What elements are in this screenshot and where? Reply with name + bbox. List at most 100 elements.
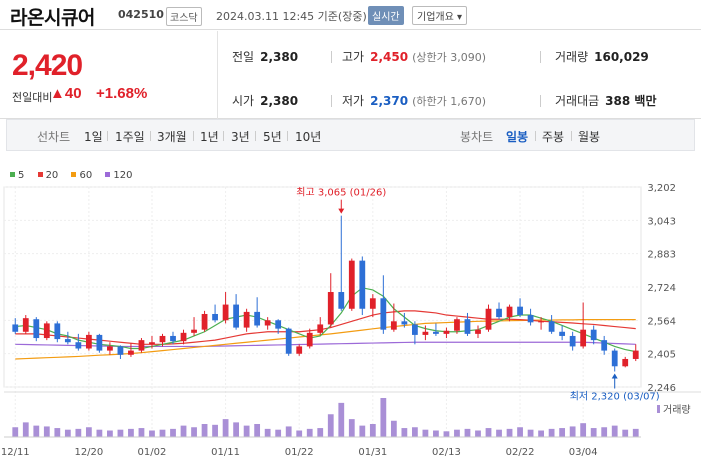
change-label: 전일대비 bbox=[12, 91, 53, 104]
divider bbox=[535, 131, 536, 141]
volume-bar bbox=[359, 425, 366, 437]
candle-body bbox=[369, 298, 376, 309]
volume-bar bbox=[454, 429, 460, 437]
ma60-swatch-icon bbox=[71, 172, 77, 177]
x-tick-label: 01/31 bbox=[358, 447, 387, 458]
candle-body bbox=[548, 321, 555, 332]
x-tick-label: 01/02 bbox=[138, 447, 167, 458]
change-amount: ▲40 bbox=[50, 85, 82, 102]
volume-bar bbox=[632, 428, 639, 437]
volume-bar bbox=[170, 428, 176, 437]
candle-body bbox=[433, 331, 439, 334]
period-5y[interactable]: 5년 bbox=[263, 130, 282, 144]
stock-name: 라온시큐어 bbox=[10, 7, 95, 29]
candle-body bbox=[380, 298, 387, 330]
legend-ma120: 120 bbox=[105, 170, 133, 181]
volume-bar bbox=[559, 428, 566, 437]
quote-summary: 2,420 전일대비 ▲40 +1.68% 전일 2,380 고가 2,450 (상한… bbox=[0, 31, 701, 119]
volume-bar bbox=[128, 428, 134, 437]
period-1y[interactable]: 1년 bbox=[200, 130, 219, 144]
candle-body bbox=[275, 320, 282, 329]
realtime-button[interactable]: 실시간 bbox=[368, 6, 404, 25]
up-arrow-icon: ▲ bbox=[50, 85, 65, 102]
candle-body bbox=[601, 340, 608, 351]
divider bbox=[331, 51, 332, 63]
candle-body bbox=[159, 335, 166, 343]
stock-code: 042510 bbox=[118, 8, 164, 21]
candlestick-chart[interactable]: 3,202 3,043 2,883 2,724 2,564 2,405 2,246 12/11… bbox=[0, 176, 701, 471]
candle-body bbox=[317, 324, 324, 333]
volume-bar bbox=[243, 425, 250, 437]
candle-body bbox=[222, 304, 229, 321]
period-3y[interactable]: 3년 bbox=[231, 130, 250, 144]
volume-bar bbox=[22, 422, 29, 437]
volume-bar bbox=[622, 429, 629, 437]
candle-body bbox=[527, 315, 534, 323]
candle-body bbox=[22, 318, 29, 332]
y-tick-label: 2,564 bbox=[647, 316, 676, 327]
x-tick-label: 01/22 bbox=[285, 447, 314, 458]
ma120-swatch-icon bbox=[105, 172, 111, 177]
candle-body bbox=[485, 308, 492, 330]
candle-body bbox=[464, 319, 471, 334]
y-tick-label: 2,246 bbox=[647, 383, 676, 394]
candle-body bbox=[359, 260, 366, 309]
volume-bar bbox=[527, 429, 534, 437]
volume-bar bbox=[506, 428, 513, 437]
candle-weekly[interactable]: 주봉 bbox=[542, 130, 565, 144]
period-1d[interactable]: 1일 bbox=[84, 130, 103, 144]
x-tick-label: 02/22 bbox=[506, 447, 535, 458]
volume-bar bbox=[191, 427, 197, 437]
volume-bar bbox=[496, 429, 502, 437]
ma20-line bbox=[15, 310, 636, 345]
candle-body bbox=[348, 260, 355, 309]
candle-body bbox=[128, 350, 134, 355]
volume-bar bbox=[369, 424, 376, 437]
volume-bar bbox=[433, 430, 439, 437]
market-badge: 코스닥 bbox=[166, 7, 202, 26]
period-1w[interactable]: 1주일 bbox=[115, 130, 145, 144]
candle-daily[interactable]: 일봉 bbox=[506, 130, 529, 144]
candle-monthly[interactable]: 월봉 bbox=[578, 130, 601, 144]
candle-body bbox=[422, 331, 429, 335]
volume-bar bbox=[33, 425, 40, 437]
chart-period-toolbar: 선차트 1일 1주일 3개월 1년 3년 5년 10년 봉차트 일봉 주봉 월봉 bbox=[6, 119, 695, 151]
volume-bar bbox=[611, 425, 618, 437]
volume-bar bbox=[285, 426, 292, 437]
max-annotation: 최고 3,065 (01/26) bbox=[296, 187, 386, 199]
candle-body bbox=[590, 329, 597, 341]
y-tick-label: 3,043 bbox=[647, 216, 676, 227]
period-10y[interactable]: 10년 bbox=[295, 130, 322, 144]
ma-legend: 5 20 60 120 bbox=[10, 170, 143, 181]
company-info-dropdown[interactable]: 기업개요 ▾ bbox=[412, 6, 467, 25]
candle-body bbox=[580, 329, 587, 347]
volume-bar bbox=[401, 428, 408, 437]
trade-amount: 거래대금 388 백만 bbox=[555, 94, 657, 108]
volume-bar bbox=[85, 427, 92, 437]
divider bbox=[223, 131, 224, 141]
divider bbox=[255, 131, 256, 141]
y-tick-label: 2,724 bbox=[647, 283, 676, 294]
volume-bar bbox=[75, 428, 82, 437]
legend-ma5: 5 bbox=[10, 170, 24, 181]
candle-body bbox=[117, 346, 124, 355]
candle-body bbox=[285, 328, 292, 354]
x-tick-label: 01/11 bbox=[211, 447, 240, 458]
volume-bar bbox=[580, 423, 587, 437]
candle-body bbox=[180, 332, 187, 342]
candle-body bbox=[622, 358, 629, 367]
candle-body bbox=[411, 324, 418, 335]
candle-body bbox=[212, 313, 218, 321]
period-3m[interactable]: 3개월 bbox=[157, 130, 187, 144]
divider bbox=[287, 131, 288, 141]
volume-bar bbox=[306, 428, 313, 437]
volume-bar bbox=[264, 428, 271, 437]
max-arrowhead-icon bbox=[338, 208, 345, 214]
divider bbox=[150, 131, 151, 141]
volume: 거래량 160,029 bbox=[555, 50, 649, 64]
candle-body bbox=[233, 304, 240, 328]
current-price: 2,420 bbox=[12, 49, 83, 82]
day-high: 고가 2,450 (상한가 3,090) bbox=[342, 50, 486, 64]
candle-body bbox=[75, 342, 82, 349]
candle-body bbox=[201, 313, 208, 330]
